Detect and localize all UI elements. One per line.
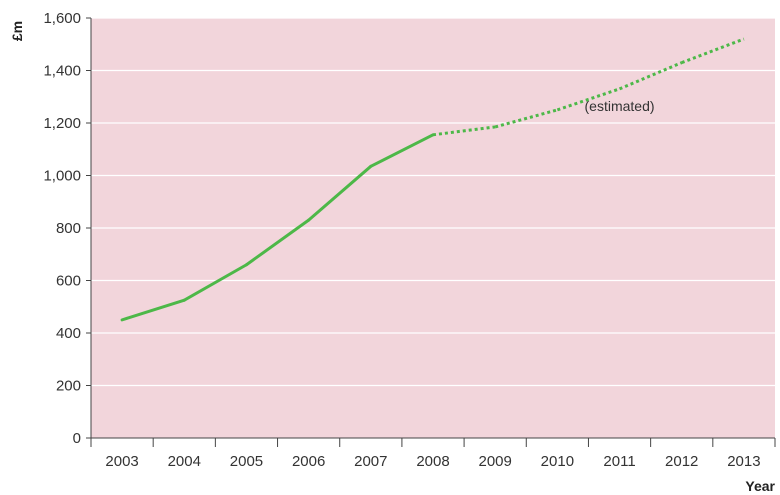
y-tick-label: 1,200 [43, 115, 81, 132]
x-tick-label: 2013 [727, 453, 760, 470]
series-segment-estimated [494, 108, 558, 129]
series-segment [307, 164, 373, 222]
y-tick-label: 600 [56, 273, 81, 290]
series-segment [120, 298, 186, 322]
x-tick-label: 2003 [105, 453, 138, 470]
x-tick-label: 2012 [665, 453, 698, 470]
y-axis-title: £m [9, 21, 25, 41]
y-tick-label: 1,000 [43, 168, 81, 185]
annotation-estimated: (estimated) [585, 98, 655, 114]
series-segment-estimated [556, 87, 621, 112]
x-tick-label: 2004 [168, 453, 201, 470]
series-segment-estimated [432, 125, 496, 137]
x-tick-label: 2010 [541, 453, 574, 470]
x-axis-ticks: 2003 2004 2005 2006 2007 2008 2009 2010 2011 2012… [90, 438, 776, 470]
series-segment [244, 218, 311, 267]
series-group [120, 37, 745, 322]
y-tick-label: 1,600 [43, 10, 81, 27]
y-tick-label: 200 [56, 378, 81, 395]
x-axis-title: Year [745, 478, 775, 494]
series-segment-estimated [681, 37, 745, 65]
y-tick-label: 1,400 [43, 63, 81, 80]
x-tick-label: 2009 [478, 453, 511, 470]
y-tick-label: 0 [73, 430, 81, 447]
annotations: (estimated) [585, 98, 655, 114]
x-tick-label: 2011 [603, 453, 635, 470]
y-tick-label: 800 [56, 220, 81, 237]
grid-lines [91, 17, 775, 387]
y-axis-ticks: 0 200 400 600 800 1,000 1,200 1,400 1,600 [43, 10, 91, 447]
x-tick-label: 2007 [354, 453, 387, 470]
y-tick-label: 400 [56, 325, 81, 342]
x-tick-label: 2005 [230, 453, 263, 470]
series-segment-estimated [618, 61, 683, 91]
x-tick-label: 2008 [416, 453, 449, 470]
series-segment [182, 263, 248, 302]
series-segment [369, 133, 435, 168]
x-tick-label: 2006 [292, 453, 325, 470]
